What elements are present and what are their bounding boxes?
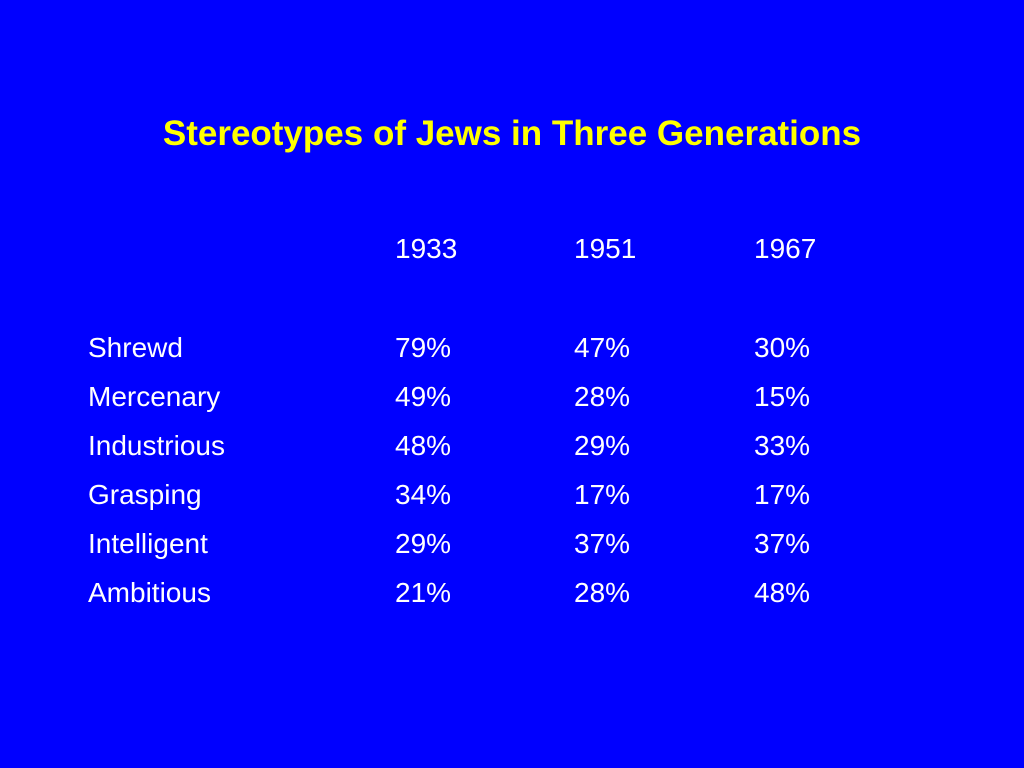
row-label: Shrewd bbox=[88, 332, 183, 363]
row-label: Intelligent bbox=[88, 528, 208, 559]
column-header-1933: 1933 bbox=[395, 233, 458, 264]
table-cell: 37% bbox=[754, 528, 811, 559]
row-label: Ambitious bbox=[88, 577, 211, 608]
column-header-1951: 1951 bbox=[574, 233, 637, 264]
table-cell: 30% bbox=[754, 332, 811, 363]
column-header-1967: 1967 bbox=[754, 233, 817, 264]
table-cell: 21% bbox=[395, 577, 452, 608]
table-cell: 29% bbox=[574, 430, 631, 461]
table-cell: 15% bbox=[754, 381, 811, 412]
table-cell: 33% bbox=[754, 430, 811, 461]
table-cell: 17% bbox=[754, 479, 811, 510]
table-cell: 48% bbox=[754, 577, 811, 608]
table-cell: 17% bbox=[574, 479, 631, 510]
table-cell: 47% bbox=[574, 332, 631, 363]
table-cell: 28% bbox=[574, 577, 631, 608]
table-cell: 37% bbox=[574, 528, 631, 559]
row-label: Industrious bbox=[88, 430, 225, 461]
table-cell: 29% bbox=[395, 528, 452, 559]
row-label: Mercenary bbox=[88, 381, 221, 412]
table-cell: 28% bbox=[574, 381, 631, 412]
row-label: Grasping bbox=[88, 479, 202, 510]
table-cell: 34% bbox=[395, 479, 452, 510]
table-cell: 49% bbox=[395, 381, 452, 412]
slide-title: Stereotypes of Jews in Three Generations bbox=[162, 114, 862, 153]
table-cell: 79% bbox=[395, 332, 452, 363]
table-cell: 48% bbox=[395, 430, 452, 461]
